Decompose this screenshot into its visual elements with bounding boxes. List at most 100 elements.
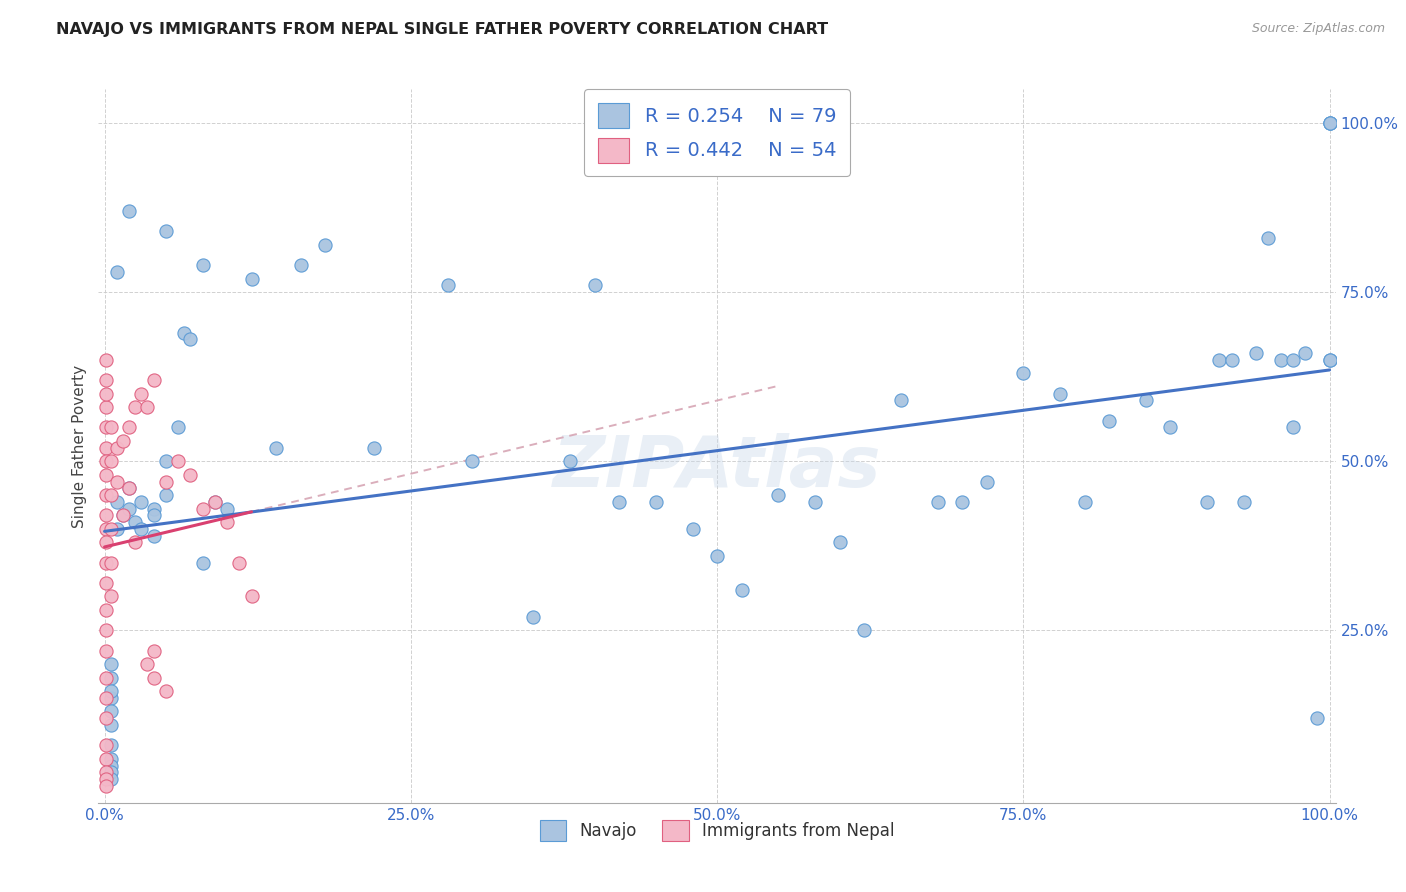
Point: [1073, 495, 1095, 509]
Point: [100, 420, 122, 434]
Point: [890, 393, 912, 408]
Point: [94, 690, 117, 705]
Text: ZIPAtlas: ZIPAtlas: [553, 433, 882, 502]
Point: [118, 481, 141, 495]
Point: [950, 495, 973, 509]
Point: [191, 556, 214, 570]
Point: [136, 400, 159, 414]
Point: [100, 690, 122, 705]
Point: [100, 772, 122, 786]
Point: [191, 258, 214, 272]
Point: [100, 718, 122, 732]
Point: [204, 495, 226, 509]
Text: NAVAJO VS IMMIGRANTS FROM NEPAL SINGLE FATHER POVERTY CORRELATION CHART: NAVAJO VS IMMIGRANTS FROM NEPAL SINGLE F…: [56, 22, 828, 37]
Point: [1319, 116, 1341, 130]
Point: [1197, 495, 1219, 509]
Point: [94, 772, 117, 786]
Point: [1208, 352, 1230, 367]
Point: [1294, 346, 1316, 360]
Point: [124, 535, 146, 549]
Point: [94, 576, 117, 591]
Point: [105, 265, 128, 279]
Point: [1135, 393, 1157, 408]
Point: [1220, 352, 1243, 367]
Point: [461, 454, 484, 468]
Point: [167, 420, 190, 434]
Point: [111, 508, 134, 523]
Point: [583, 278, 606, 293]
Point: [94, 386, 117, 401]
Point: [167, 454, 190, 468]
Point: [1049, 386, 1071, 401]
Point: [191, 501, 214, 516]
Point: [173, 326, 195, 340]
Point: [100, 522, 122, 536]
Point: [118, 481, 141, 495]
Point: [100, 590, 122, 604]
Point: [1319, 352, 1341, 367]
Point: [94, 603, 117, 617]
Point: [730, 582, 752, 597]
Point: [142, 501, 165, 516]
Point: [94, 400, 117, 414]
Point: [142, 643, 165, 657]
Point: [240, 271, 263, 285]
Point: [828, 535, 851, 549]
Point: [118, 203, 141, 218]
Point: [105, 475, 128, 489]
Point: [1319, 116, 1341, 130]
Point: [94, 739, 117, 753]
Point: [100, 454, 122, 468]
Point: [100, 657, 122, 672]
Point: [976, 475, 998, 489]
Y-axis label: Single Father Poverty: Single Father Poverty: [72, 365, 87, 527]
Point: [94, 352, 117, 367]
Point: [1098, 414, 1121, 428]
Point: [142, 528, 165, 542]
Point: [129, 522, 152, 536]
Text: Source: ZipAtlas.com: Source: ZipAtlas.com: [1251, 22, 1385, 36]
Point: [1233, 495, 1256, 509]
Point: [927, 495, 949, 509]
Point: [1257, 231, 1279, 245]
Point: [155, 224, 177, 238]
Point: [94, 643, 117, 657]
Point: [94, 535, 117, 549]
Point: [100, 752, 122, 766]
Point: [136, 657, 159, 672]
Point: [118, 420, 141, 434]
Point: [853, 624, 876, 638]
Point: [204, 495, 226, 509]
Point: [215, 515, 238, 529]
Point: [804, 495, 827, 509]
Point: [768, 488, 790, 502]
Point: [1306, 711, 1329, 725]
Point: [1012, 366, 1035, 380]
Point: [105, 495, 128, 509]
Point: [94, 441, 117, 455]
Point: [94, 752, 117, 766]
Point: [100, 684, 122, 698]
Point: [179, 467, 201, 482]
Point: [215, 501, 238, 516]
Legend: Navajo, Immigrants from Nepal: Navajo, Immigrants from Nepal: [533, 814, 901, 848]
Point: [155, 488, 177, 502]
Point: [228, 556, 250, 570]
Point: [100, 556, 122, 570]
Point: [105, 522, 128, 536]
Point: [142, 508, 165, 523]
Point: [118, 501, 141, 516]
Point: [94, 373, 117, 387]
Point: [436, 278, 458, 293]
Point: [94, 671, 117, 685]
Point: [155, 475, 177, 489]
Point: [155, 684, 177, 698]
Point: [607, 495, 630, 509]
Point: [94, 522, 117, 536]
Point: [111, 434, 134, 448]
Point: [1319, 116, 1341, 130]
Point: [706, 549, 728, 563]
Point: [94, 765, 117, 780]
Point: [363, 441, 385, 455]
Point: [100, 739, 122, 753]
